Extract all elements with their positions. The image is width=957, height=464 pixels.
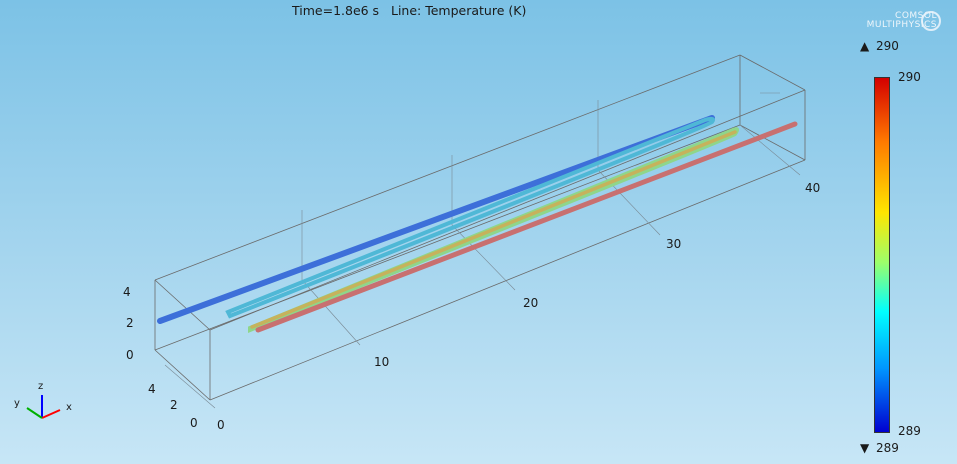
y-tick-4: 4 [148,382,156,396]
logo-line1: COMSOL [895,11,937,21]
colorbar-min-label: 289 [876,441,899,455]
y-tick-2: 2 [170,398,178,412]
z-tick-0: 0 [126,348,134,362]
line-warm [250,130,737,329]
colorbar-bottom-value: 289 [898,424,921,438]
loop-mid-warm [248,127,740,333]
triad-z-label: z [38,381,44,392]
colorbar-top-value: 290 [898,70,921,84]
x-tick-20: 20 [523,296,539,310]
z-tick-4: 4 [123,285,131,299]
x-tick-10: 10 [374,355,390,369]
z-tick-2: 2 [126,316,134,330]
plot-title: Time=1.8e6 s Line: Temperature (K) [292,3,527,18]
colorbar-min-arrow-icon: ▼ [860,441,870,455]
colorbar-max-label: 290 [876,39,899,53]
triad-x-label: x [66,402,72,413]
line-hot [255,121,798,333]
y-tick-0: 0 [190,416,198,430]
x-tick-30: 30 [666,237,682,251]
y-front-tick-0: 0 [217,418,225,432]
loop-cold-mid [225,116,715,319]
logo-line2: MULTIPHYSICS [866,20,937,30]
bounding-box [154,54,806,401]
line-cold [157,115,715,324]
grid-lines [164,92,801,409]
triad-y-label: y [14,398,20,409]
x-tick-40: 40 [805,181,821,195]
comsol-logo-icon [921,11,941,31]
temperature-lines[interactable] [157,115,798,333]
axis-triad [26,395,61,419]
colorbar-max-arrow-icon: ▲ [860,39,870,53]
colorbar [874,77,890,433]
comsol-logo: COMSOL MULTIPHYSICS [866,11,941,31]
